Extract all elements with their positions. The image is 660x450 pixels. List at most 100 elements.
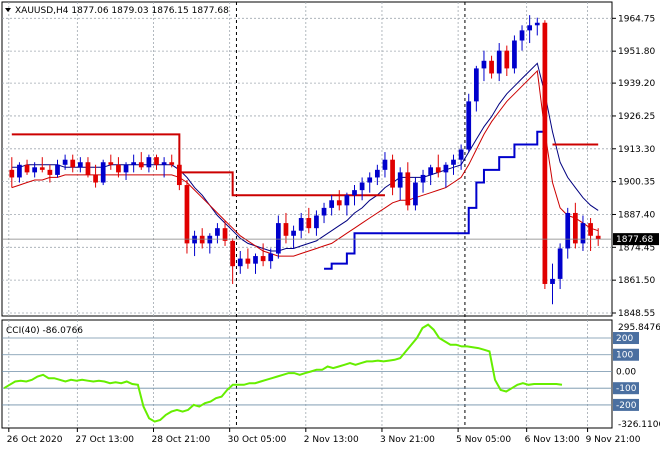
candle-body: [534, 22, 540, 26]
candle-body: [207, 235, 213, 244]
candle-body: [131, 162, 137, 165]
cci-level-label: -200: [616, 401, 637, 411]
candle-body: [17, 164, 22, 178]
overlay-line: [11, 62, 599, 252]
candle-body: [154, 157, 159, 165]
candle-body: [420, 174, 426, 183]
candle-body: [70, 159, 76, 168]
candle-body: [580, 223, 586, 244]
candle-body: [85, 162, 91, 175]
indicator-panel: [1, 319, 613, 429]
cci-line: [3, 323, 563, 423]
chart-header: XAUUSD,H4 1877.06 1879.03 1876.15 1877.6…: [15, 6, 229, 16]
candle-body: [367, 177, 373, 183]
candle-body: [572, 212, 578, 244]
price-tick-label: 1848.55: [618, 309, 655, 319]
candle-body: [428, 167, 434, 175]
candle-body: [321, 207, 327, 216]
cci-level-tag: [613, 398, 639, 411]
candle-body: [47, 169, 53, 175]
candle-body: [222, 228, 228, 241]
cci-level-tag: [613, 332, 639, 345]
candle-body: [283, 223, 289, 236]
candle-body: [466, 101, 472, 150]
time-tick-label: 30 Oct 05:00: [228, 435, 287, 445]
candle-body: [443, 164, 449, 173]
time-tick-label: 27 Oct 13:00: [75, 435, 134, 445]
price-tick-label: 1926.25: [618, 112, 655, 122]
candle-body: [9, 169, 15, 178]
candle-body: [55, 164, 60, 175]
candle-body: [291, 230, 296, 236]
candle-body: [32, 167, 38, 173]
candle-body: [451, 159, 456, 165]
cci-max-label: 295.8476: [618, 323, 660, 333]
candle-body: [435, 167, 441, 173]
candle-body: [496, 50, 502, 74]
candle-body: [565, 212, 571, 249]
candle-body: [374, 169, 380, 178]
candle-body: [245, 258, 251, 264]
candle-body: [489, 60, 494, 74]
candle-body: [588, 223, 593, 236]
candle-body: [458, 149, 464, 160]
price-tick-label: 1900.35: [618, 178, 655, 188]
candle-body: [237, 258, 243, 267]
candle-body: [413, 182, 418, 206]
price-tick-label: 1887.40: [618, 210, 655, 220]
price-tick-label: 1964.75: [618, 14, 655, 24]
candle-body: [519, 30, 525, 41]
price-tick-label: 1951.80: [618, 47, 655, 57]
cci-label: CCI(40) -86.0766: [6, 326, 83, 336]
candle-body: [359, 182, 365, 191]
cci-level-tag: [613, 382, 639, 395]
dropdown-triangle-icon: [5, 8, 11, 12]
candle-body: [352, 190, 357, 196]
time-tick-label: 26 Oct 2020: [7, 435, 63, 445]
candle-body: [62, 159, 68, 165]
cci-min-label: -326.1106: [618, 420, 660, 430]
candle-body: [169, 162, 175, 165]
candle-body: [595, 235, 601, 240]
candle-body: [329, 200, 335, 208]
candle-body: [138, 162, 144, 168]
candle-body: [108, 162, 114, 165]
candle-body: [512, 40, 517, 69]
candle-body: [192, 235, 197, 244]
price-tick-label: 1913.30: [618, 145, 655, 155]
cci-level-label: -100: [616, 384, 637, 394]
candle-body: [116, 164, 121, 173]
candle-body: [93, 174, 98, 183]
candle-body: [344, 195, 350, 206]
candle-body: [253, 256, 258, 264]
candle-body: [230, 240, 236, 267]
current-price-label: 1877.68: [616, 235, 653, 245]
candle-body: [390, 159, 395, 188]
candle-body: [336, 200, 342, 206]
cci-level-label: 100: [616, 351, 633, 361]
candle-body: [405, 172, 411, 206]
candle-body: [39, 167, 45, 170]
candle-body: [260, 256, 266, 262]
time-tick-label: 28 Oct 21:00: [152, 435, 211, 445]
candle-body: [100, 162, 106, 183]
candle-body: [504, 50, 510, 69]
candle-body: [557, 248, 563, 279]
cci-level-label: 200: [616, 334, 633, 344]
candle-body: [199, 235, 205, 244]
cci-level-label: 0.00: [616, 367, 636, 377]
candle-body: [184, 185, 190, 244]
cci-level-tag: [613, 348, 639, 361]
candle-body: [268, 253, 274, 262]
overlay-line: [11, 69, 599, 257]
overlay-line: [324, 130, 545, 270]
candle-body: [481, 60, 487, 69]
candle-body: [306, 218, 312, 229]
candle-body: [215, 228, 220, 236]
candle-body: [397, 172, 403, 188]
candle-body: [542, 22, 548, 284]
candle-body: [123, 164, 129, 173]
time-tick-label: 2 Nov 13:00: [304, 435, 359, 445]
time-tick-label: 6 Nov 13:00: [525, 435, 580, 445]
candle-body: [176, 164, 182, 186]
